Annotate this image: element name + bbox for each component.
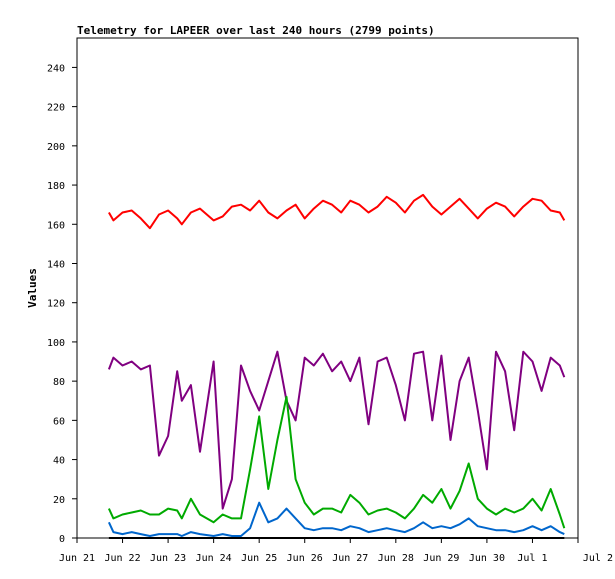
- y-tick-label: 220: [47, 103, 65, 114]
- series-lines: [107, 193, 566, 539]
- x-tick-label: Jun 25: [241, 553, 277, 564]
- y-tick-label: 60: [53, 416, 65, 427]
- y-tick-label: 100: [47, 338, 65, 349]
- x-tick-label: Jun 26: [287, 553, 323, 564]
- series-line-2: [107, 395, 566, 529]
- series-line-3: [107, 501, 565, 537]
- y-axis-ticks: 0 20 40 60 80 100 120 140 160 180 200 220 240: [47, 63, 77, 545]
- x-tick-label: Jun 21: [59, 553, 95, 564]
- y-tick-label: 20: [53, 495, 65, 506]
- y-tick-label: 180: [47, 181, 65, 192]
- x-tick-label: Jun 22: [104, 553, 140, 564]
- y-tick-label: 0: [59, 534, 65, 545]
- x-tick-label: Jun 28: [378, 553, 414, 564]
- x-tick-label: Jun 27: [332, 553, 368, 564]
- y-tick-label: 200: [47, 142, 65, 153]
- plot-area: [76, 37, 579, 539]
- series-line-1: [107, 350, 566, 510]
- y-tick-label: 80: [53, 377, 65, 388]
- x-tick-label: Jun 30: [469, 553, 505, 564]
- x-tick-label: Jun 29: [423, 553, 459, 564]
- x-tick-label: Jun 23: [150, 553, 186, 564]
- y-tick-label: 240: [47, 63, 65, 74]
- x-axis: Jun 21 Jun 22 Jun 23 Jun 24 Jun 25 Jun 26 Jun …: [59, 538, 613, 564]
- y-tick-label: 140: [47, 259, 65, 270]
- y-tick-label: 40: [53, 456, 65, 467]
- y-tick-label: 120: [47, 299, 65, 310]
- y-axis-label: Values: [26, 268, 39, 308]
- chart-title: Telemetry for LAPEER over last 240 hours…: [77, 24, 435, 37]
- x-tick-label: Jul 2: [583, 553, 613, 564]
- x-tick-label: Jul 1: [517, 553, 547, 564]
- series-line-0: [108, 193, 566, 230]
- y-tick-label: 160: [47, 220, 65, 231]
- x-tick-label: Jun 24: [196, 553, 232, 564]
